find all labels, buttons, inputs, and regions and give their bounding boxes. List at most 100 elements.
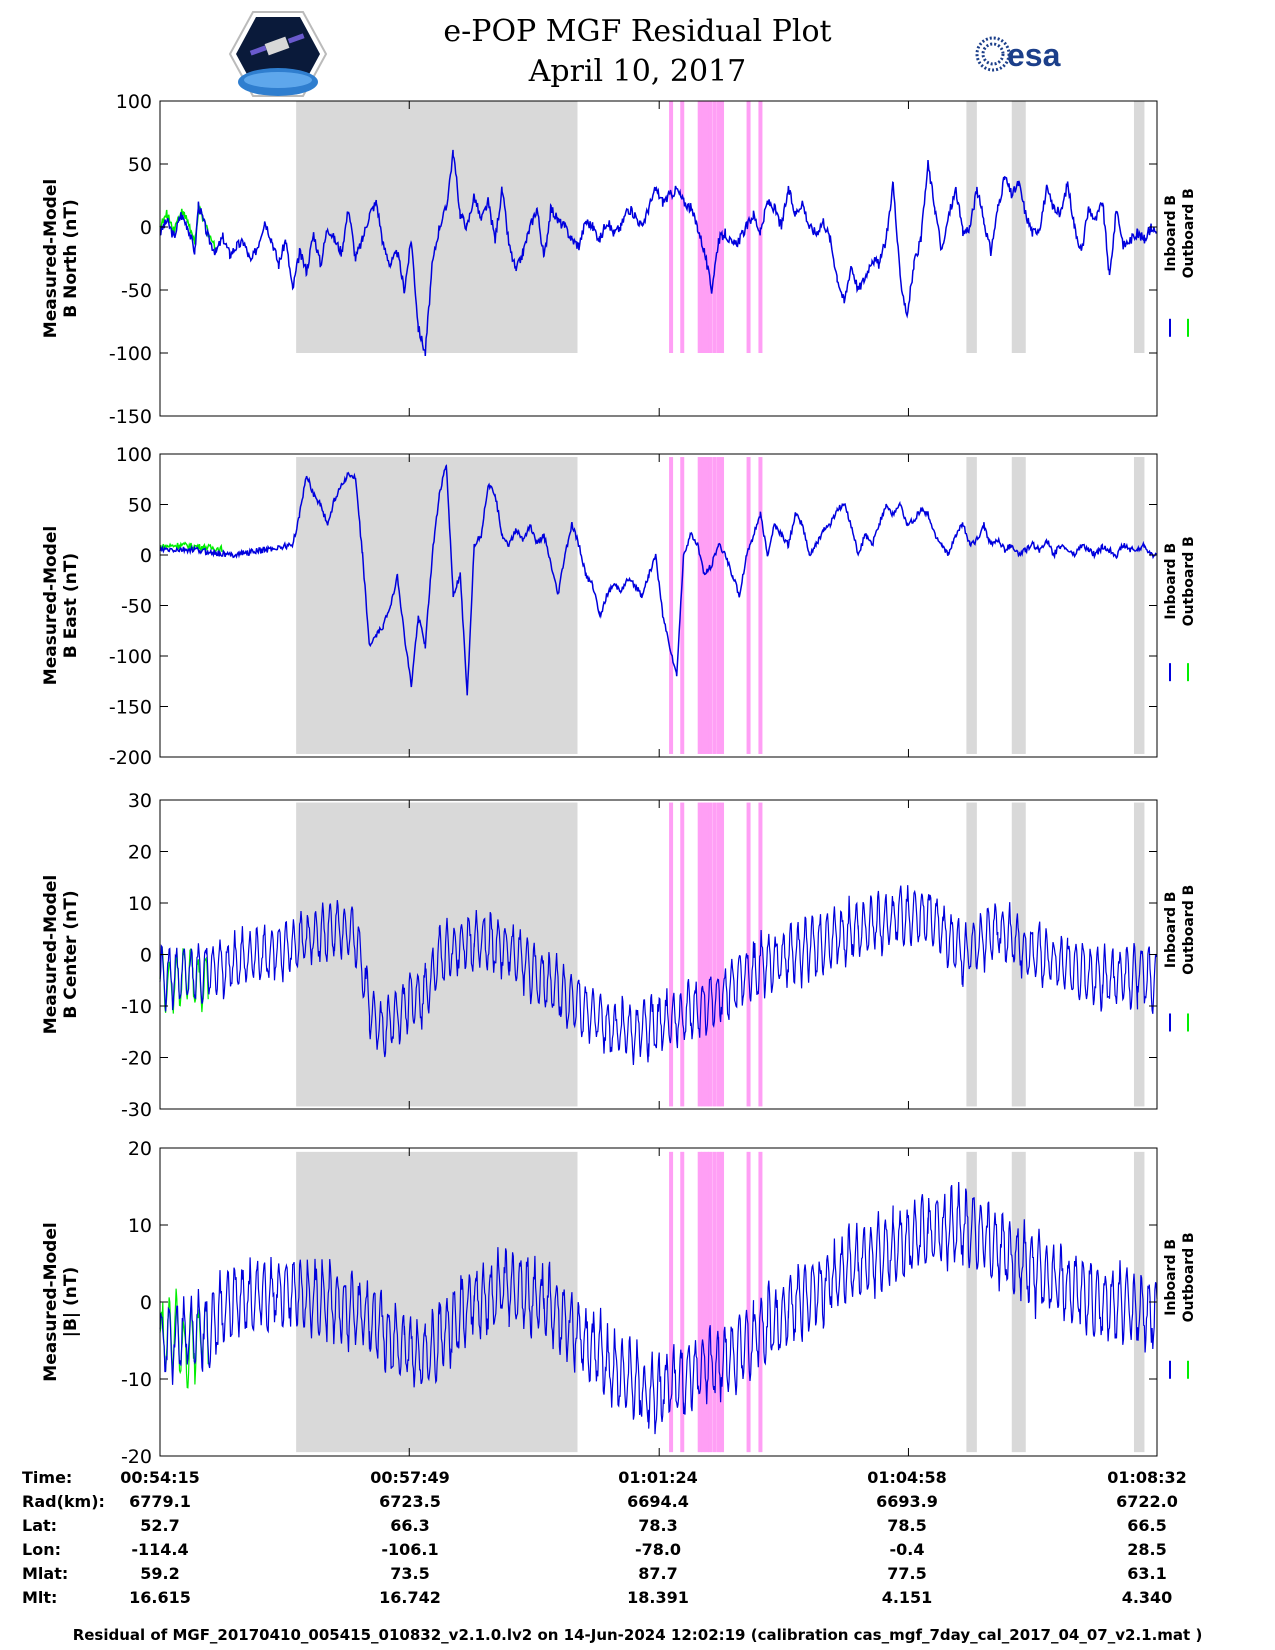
pink-marker-1-4 bbox=[704, 457, 709, 754]
gray-band-0-2 bbox=[1011, 101, 1026, 353]
pink-marker-1-5 bbox=[708, 457, 713, 754]
pink-marker-3-9 bbox=[746, 1151, 751, 1453]
pink-marker-3-5 bbox=[708, 1151, 713, 1453]
gray-band-3-3 bbox=[1133, 1151, 1145, 1453]
ytick-label-0-4: -100 bbox=[109, 343, 152, 365]
gray-band-0-3 bbox=[1133, 101, 1145, 353]
pink-marker-2-6 bbox=[712, 802, 717, 1107]
info-row-label: Mlat: bbox=[22, 1564, 69, 1583]
ylabel-line2-1: B East (nT) bbox=[61, 553, 81, 658]
info-row-value: -106.1 bbox=[381, 1540, 439, 1559]
ylabel-line2-2: B Center (nT) bbox=[61, 890, 81, 1018]
info-row-value: 59.2 bbox=[140, 1564, 180, 1583]
pink-marker-0-6 bbox=[712, 101, 717, 353]
info-row-value: 00:54:15 bbox=[120, 1468, 200, 1487]
info-row-value: 63.1 bbox=[1127, 1564, 1167, 1583]
ytick-label-3-0: 20 bbox=[128, 1138, 152, 1160]
pink-marker-1-7 bbox=[716, 457, 721, 754]
ytick-label-2-4: -10 bbox=[121, 996, 152, 1018]
info-row-label: Lon: bbox=[22, 1540, 61, 1559]
legend-inboard-label-2: Inboard B bbox=[1163, 891, 1179, 968]
info-row-value: 16.615 bbox=[129, 1588, 191, 1607]
info-row-value: 78.3 bbox=[638, 1516, 678, 1535]
pink-marker-2-0 bbox=[669, 802, 674, 1107]
legend-outboard-label-0: Outboard B bbox=[1181, 188, 1197, 278]
pink-marker-3-6 bbox=[712, 1151, 717, 1453]
info-row-label: Rad(km): bbox=[22, 1492, 105, 1511]
ylabel-line1-1: Measured-Model bbox=[41, 526, 61, 685]
legend-outboard-label-1: Outboard B bbox=[1181, 536, 1197, 626]
ytick-label-3-3: -10 bbox=[121, 1369, 152, 1391]
info-row-value: 66.5 bbox=[1127, 1516, 1167, 1535]
ylabel-line2-0: B North (nT) bbox=[61, 199, 81, 318]
legend-outboard-label-3: Outboard B bbox=[1181, 1232, 1197, 1322]
info-row-value: 18.391 bbox=[627, 1588, 689, 1607]
esa-logo-icon: esa bbox=[975, 36, 1061, 73]
pink-marker-2-7 bbox=[716, 802, 721, 1107]
pink-marker-0-0 bbox=[669, 101, 674, 353]
pink-marker-3-4 bbox=[704, 1151, 709, 1453]
pink-marker-0-7 bbox=[716, 101, 721, 353]
info-row-value: 6694.4 bbox=[627, 1492, 689, 1511]
ytick-label-1-6: -200 bbox=[109, 747, 152, 769]
ytick-label-1-3: -50 bbox=[121, 596, 152, 618]
ytick-label-2-1: 20 bbox=[128, 842, 152, 864]
info-row-value: 6722.0 bbox=[1116, 1492, 1178, 1511]
ytick-label-0-2: 0 bbox=[140, 217, 152, 239]
info-row-value: 52.7 bbox=[140, 1516, 180, 1535]
ytick-label-3-4: -20 bbox=[121, 1446, 152, 1468]
info-row-value: 16.742 bbox=[379, 1588, 441, 1607]
pink-marker-0-10 bbox=[758, 101, 763, 353]
gray-band-0-0 bbox=[296, 101, 578, 353]
pink-marker-1-0 bbox=[669, 457, 674, 754]
ylabel-line1-2: Measured-Model bbox=[41, 875, 61, 1034]
footer-caption: Residual of MGF_20170410_005415_010832_v… bbox=[72, 1626, 1203, 1644]
pink-marker-2-1 bbox=[680, 802, 685, 1107]
legend-inboard-label-1: Inboard B bbox=[1163, 543, 1179, 620]
ylabel-line1-0: Measured-Model bbox=[41, 179, 61, 338]
gray-band-1-3 bbox=[1133, 457, 1145, 754]
cassiope-logo-icon bbox=[228, 11, 328, 97]
info-row-value: 01:01:24 bbox=[618, 1468, 698, 1487]
pink-marker-0-8 bbox=[720, 101, 725, 353]
info-row-label: Mlt: bbox=[22, 1588, 58, 1607]
ytick-label-2-0: 30 bbox=[128, 790, 152, 812]
legend-inboard-label-0: Inboard B bbox=[1163, 195, 1179, 272]
pink-marker-2-8 bbox=[720, 802, 725, 1107]
info-row-value: 66.3 bbox=[390, 1516, 430, 1535]
gray-band-3-1 bbox=[966, 1151, 977, 1453]
ytick-label-2-5: -20 bbox=[121, 1048, 152, 1070]
info-row-value: 28.5 bbox=[1127, 1540, 1167, 1559]
info-row-value: 6723.5 bbox=[379, 1492, 441, 1511]
pink-marker-0-1 bbox=[680, 101, 685, 353]
info-row-label: Time: bbox=[22, 1468, 73, 1487]
pink-marker-3-8 bbox=[720, 1151, 725, 1453]
gray-band-1-2 bbox=[1011, 457, 1026, 754]
pink-marker-0-2 bbox=[697, 101, 702, 353]
gray-band-0-1 bbox=[966, 101, 977, 353]
ytick-label-3-1: 10 bbox=[128, 1215, 152, 1237]
info-row-value: 6779.1 bbox=[129, 1492, 191, 1511]
pink-marker-1-8 bbox=[720, 457, 725, 754]
pink-marker-0-5 bbox=[708, 101, 713, 353]
info-row-value: -0.4 bbox=[889, 1540, 925, 1559]
pink-marker-0-3 bbox=[701, 101, 706, 353]
gray-band-3-0 bbox=[296, 1151, 578, 1453]
gray-band-2-3 bbox=[1133, 802, 1145, 1107]
ytick-label-1-0: 100 bbox=[116, 444, 152, 466]
pink-marker-3-2 bbox=[697, 1151, 702, 1453]
legend-outboard-label-2: Outboard B bbox=[1181, 885, 1197, 975]
info-row-value: 6693.9 bbox=[876, 1492, 938, 1511]
pink-marker-1-9 bbox=[746, 457, 751, 754]
pink-marker-2-5 bbox=[708, 802, 713, 1107]
pink-marker-3-3 bbox=[701, 1151, 706, 1453]
gray-band-1-1 bbox=[966, 457, 977, 754]
info-row-value: 73.5 bbox=[390, 1564, 430, 1583]
series-inboard-1 bbox=[159, 464, 1157, 696]
info-row-value: 4.340 bbox=[1121, 1588, 1173, 1607]
gray-band-1-0 bbox=[296, 457, 578, 754]
esa-logo-text: esa bbox=[1007, 37, 1061, 73]
pink-marker-1-6 bbox=[712, 457, 717, 754]
info-row-value: 01:04:58 bbox=[867, 1468, 947, 1487]
